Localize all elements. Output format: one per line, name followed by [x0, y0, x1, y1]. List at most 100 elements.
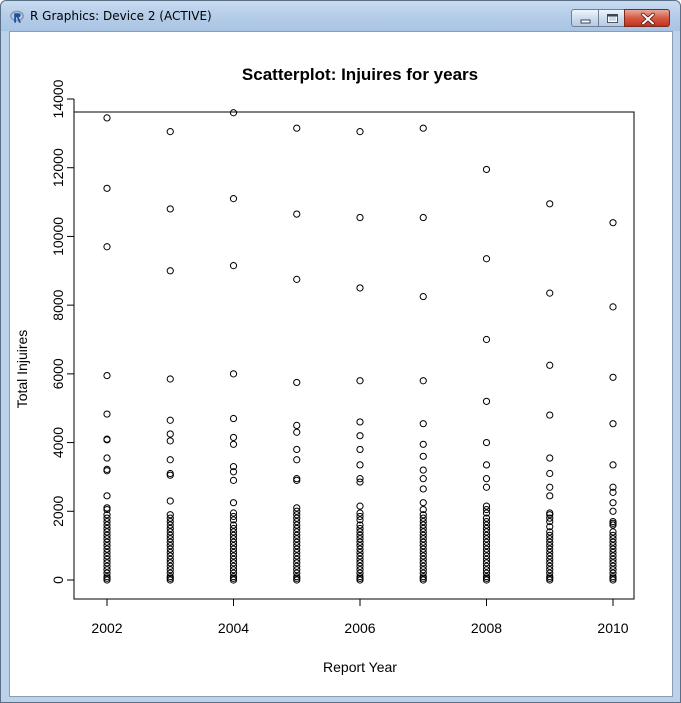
data-point [229, 566, 238, 574]
data-point [609, 461, 617, 469]
data-point [293, 476, 301, 484]
data-point [546, 483, 554, 491]
data-point [546, 200, 554, 208]
data-point [356, 461, 364, 469]
data-point [166, 267, 174, 275]
data-point [229, 433, 238, 442]
data-point [103, 535, 111, 543]
data-point [293, 421, 301, 429]
data-point [546, 511, 554, 519]
maximize-button[interactable] [598, 9, 625, 27]
data-point [482, 165, 491, 174]
data-point [293, 124, 301, 132]
data-point [103, 542, 111, 550]
data-point [419, 576, 427, 584]
data-point [482, 438, 491, 447]
data-point [356, 524, 364, 533]
data-point [293, 445, 301, 454]
data-point [356, 509, 364, 517]
data-point [229, 370, 238, 378]
data-point [419, 514, 427, 522]
data-point [482, 566, 491, 574]
data-point [229, 499, 238, 507]
data-point [609, 562, 617, 570]
data-point [546, 517, 554, 526]
data-point [546, 542, 554, 550]
data-point [103, 562, 111, 570]
data-point [546, 538, 554, 546]
minimize-button[interactable] [571, 9, 599, 27]
data-point [166, 517, 174, 526]
data-point [419, 562, 427, 570]
data-point [356, 377, 364, 385]
data-point [482, 502, 491, 510]
data-point [419, 511, 427, 519]
data-point [609, 535, 617, 543]
data-point [482, 335, 491, 344]
data-point [609, 531, 617, 539]
data-point [166, 535, 174, 543]
data-point [356, 502, 364, 510]
y-axis: 0 2000 4000 6000 8000 10000 12000 14000 [50, 79, 75, 584]
x-tick-label: 2002 [91, 620, 122, 636]
data-point [166, 205, 174, 213]
data-point [419, 559, 427, 567]
y-tick-label: 4000 [50, 427, 66, 458]
data-point [419, 292, 427, 301]
data-point [482, 521, 491, 529]
data-point [103, 521, 111, 529]
data-point [229, 545, 238, 553]
data-point [609, 373, 617, 381]
data-point [482, 483, 491, 491]
data-point [103, 517, 111, 526]
data-point [482, 528, 491, 536]
data-point [546, 531, 554, 539]
data-point [166, 521, 174, 529]
data-point [419, 545, 427, 553]
data-point [419, 555, 427, 563]
data-point [546, 289, 554, 297]
data-point [482, 569, 491, 577]
scatterplot: Scatterplot: Injuires for years Report Y… [14, 65, 635, 675]
data-point [103, 511, 111, 519]
data-point [166, 531, 174, 539]
data-point [229, 555, 238, 563]
data-point [166, 528, 174, 536]
data-point [356, 538, 364, 546]
data-point [166, 562, 174, 570]
data-point [356, 552, 364, 560]
close-button[interactable] [624, 9, 670, 27]
data-point [356, 545, 364, 553]
data-point [419, 213, 427, 222]
data-point [546, 566, 554, 574]
data-point [482, 531, 491, 539]
data-point [103, 467, 111, 475]
y-tick-label: 14000 [50, 79, 66, 118]
data-point [166, 555, 174, 563]
data-point [293, 552, 301, 560]
data-point [609, 552, 617, 560]
data-point [609, 528, 617, 536]
y-axis-label: Total Injuires [14, 330, 30, 409]
data-point [103, 524, 111, 533]
data-point [482, 255, 491, 263]
data-point [356, 576, 364, 584]
data-point [356, 528, 364, 536]
data-point [103, 243, 111, 251]
data-point [609, 545, 617, 553]
data-point [356, 566, 364, 574]
data-point [166, 497, 174, 505]
close-icon [641, 12, 655, 26]
title-bar[interactable]: R Graphics: Device 2 (ACTIVE) [1, 1, 680, 31]
data-point [419, 452, 427, 460]
x-tick-label: 2010 [597, 620, 628, 636]
data-point [166, 566, 174, 574]
data-point [609, 576, 617, 584]
data-point [166, 569, 174, 577]
data-point [419, 377, 427, 385]
maximize-icon [607, 14, 618, 23]
data-point [419, 528, 427, 536]
data-point [166, 471, 174, 479]
data-point [482, 562, 491, 570]
data-point [103, 371, 111, 380]
